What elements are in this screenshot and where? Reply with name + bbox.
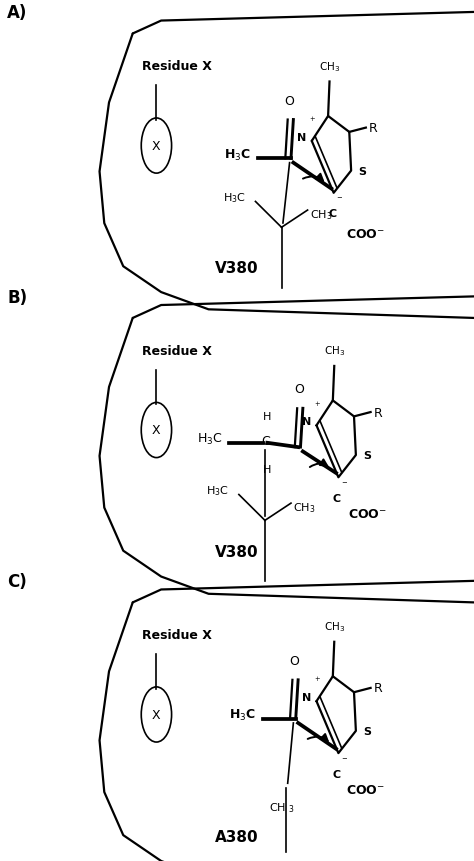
Text: CH $_{3}$: CH $_{3}$ [268, 801, 294, 815]
Text: A): A) [7, 4, 27, 22]
Text: Residue X: Residue X [142, 60, 212, 73]
Text: X: X [152, 708, 161, 722]
Text: CH$_3$: CH$_3$ [310, 208, 332, 222]
Text: H: H [263, 465, 272, 474]
Text: R: R [369, 122, 378, 135]
Text: C): C) [7, 573, 27, 591]
Text: $^{+}$: $^{+}$ [314, 676, 321, 686]
Text: R: R [374, 682, 383, 695]
Text: $^{+}$: $^{+}$ [314, 400, 321, 411]
Text: O: O [290, 654, 299, 667]
Text: H$_3$C: H$_3$C [224, 147, 251, 163]
Text: N: N [301, 692, 311, 702]
Text: N: N [297, 133, 306, 142]
Text: CH$_3$: CH$_3$ [324, 620, 345, 634]
Text: N: N [301, 417, 311, 426]
Text: COO$^{-}$: COO$^{-}$ [346, 228, 384, 241]
Text: C: C [328, 209, 336, 219]
Text: S: S [363, 450, 371, 461]
Text: X: X [152, 139, 161, 153]
Text: A380: A380 [215, 829, 259, 844]
Text: CH$_3$: CH$_3$ [324, 344, 345, 358]
Text: H$_3$C: H$_3$C [197, 431, 222, 447]
Text: $^{-}$: $^{-}$ [340, 755, 347, 765]
Text: Residue X: Residue X [142, 344, 212, 357]
Text: V380: V380 [215, 261, 259, 276]
Text: S: S [358, 166, 366, 177]
Text: CH$_3$: CH$_3$ [293, 501, 316, 515]
Text: COO$^{-}$: COO$^{-}$ [348, 508, 387, 521]
Text: O: O [285, 95, 294, 108]
Text: H: H [263, 412, 272, 422]
Text: S: S [363, 726, 371, 736]
Text: CH$_3$: CH$_3$ [319, 60, 340, 74]
Text: C: C [333, 493, 341, 503]
Text: V380: V380 [215, 545, 259, 560]
Text: H$_3$C: H$_3$C [223, 191, 246, 205]
Text: X: X [152, 424, 161, 437]
Text: B): B) [7, 288, 27, 307]
Text: H$_3$C: H$_3$C [207, 484, 229, 498]
Text: O: O [294, 383, 304, 396]
Text: R: R [374, 406, 383, 419]
Text: $^{-}$: $^{-}$ [340, 480, 347, 490]
Text: Residue X: Residue X [142, 629, 212, 641]
Text: H$_3$C: H$_3$C [228, 707, 255, 722]
Text: $^{+}$: $^{+}$ [309, 116, 316, 127]
Text: $^{-}$: $^{-}$ [336, 195, 343, 206]
Text: C: C [333, 769, 341, 778]
Text: COO$^{-}$: COO$^{-}$ [346, 784, 384, 796]
Text: C: C [262, 434, 270, 447]
